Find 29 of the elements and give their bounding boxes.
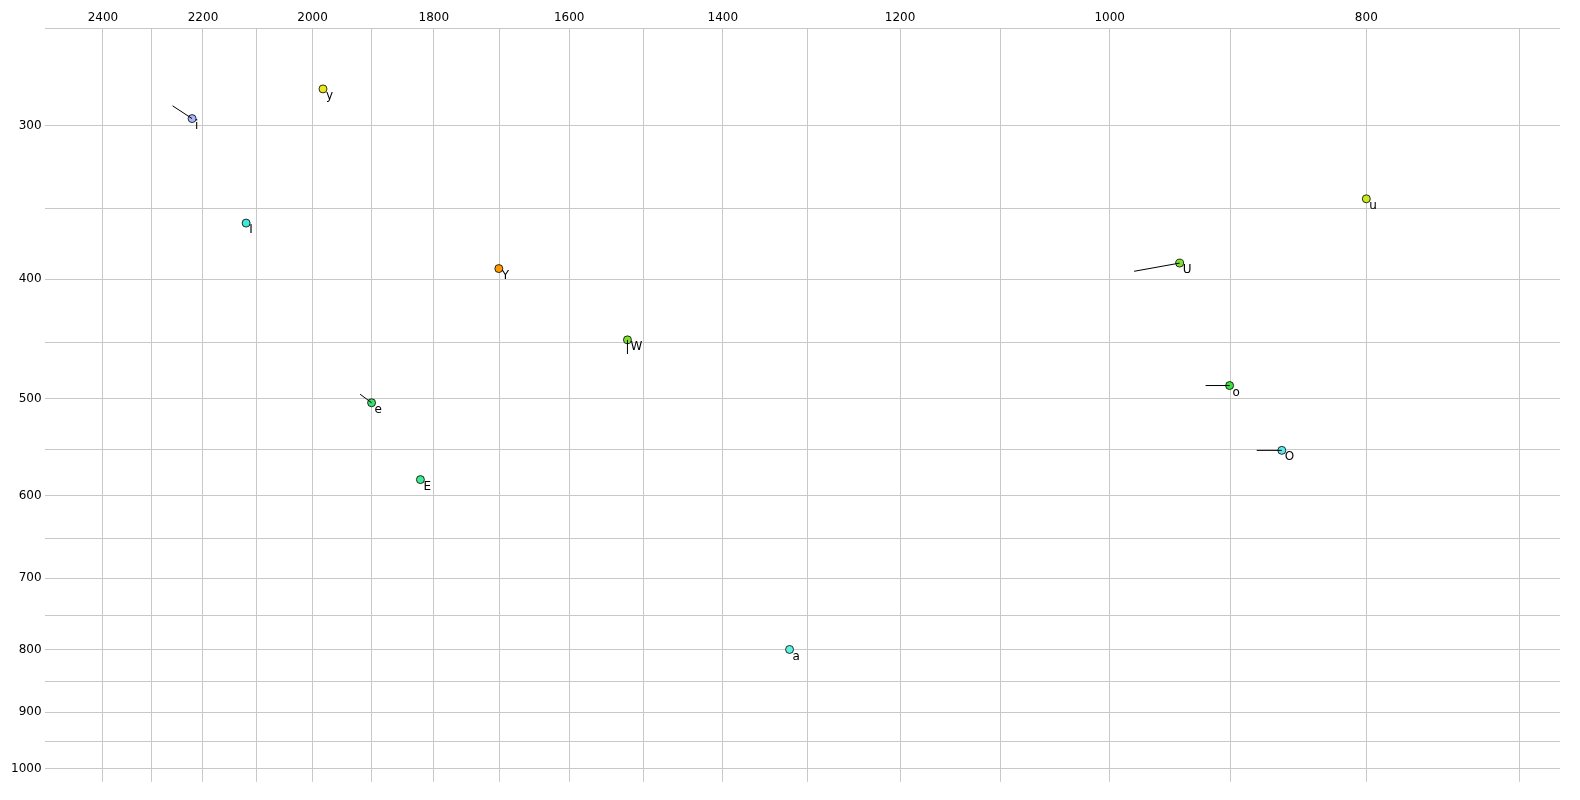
x-tick-label: 2200	[187, 10, 219, 25]
x-tick-label: 2400	[87, 10, 119, 25]
x-tick-label: 1600	[553, 10, 585, 25]
y-tick-label: 400	[18, 271, 42, 286]
series-label: u	[1369, 197, 1377, 212]
x-tick-label: 2000	[297, 10, 328, 25]
series-label: O	[1284, 449, 1295, 464]
y-tick-label: 900	[18, 704, 42, 719]
series-label: Y	[500, 267, 510, 282]
y-tick-label: 300	[18, 117, 42, 132]
x-tick-label: 1200	[884, 10, 916, 25]
series-label: o	[1232, 384, 1240, 399]
y-tick-label: 600	[18, 487, 42, 502]
series-label: I	[249, 222, 253, 237]
x-tick-label: 1800	[418, 10, 450, 25]
series-label: e	[374, 401, 382, 416]
x-tick-label: 800	[1354, 10, 1378, 25]
series-label: W	[630, 339, 643, 353]
y-tick-label: 700	[18, 570, 42, 585]
y-tick-label: 500	[18, 390, 42, 405]
series-label: y	[325, 88, 334, 103]
x-tick-label: 1000	[1094, 10, 1125, 25]
series-label: U	[1182, 262, 1192, 277]
series-label: a	[792, 648, 800, 663]
series-label: i	[195, 117, 199, 132]
series-label: E	[423, 478, 432, 493]
x-tick-label: 1400	[707, 10, 739, 25]
y-tick-label: 800	[18, 641, 42, 656]
y-tick-label: 1000	[10, 760, 42, 775]
